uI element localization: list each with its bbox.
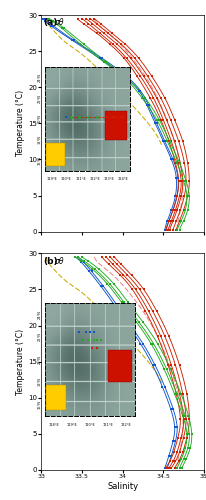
Text: σθ: σθ (55, 18, 64, 27)
Y-axis label: Temperature (°C): Temperature (°C) (16, 328, 25, 394)
Y-axis label: Temperature (°C): Temperature (°C) (16, 90, 25, 156)
Text: (a): (a) (43, 18, 57, 27)
Text: (b): (b) (43, 256, 57, 266)
X-axis label: Salinity: Salinity (107, 482, 138, 491)
Text: σθ: σθ (55, 256, 64, 266)
